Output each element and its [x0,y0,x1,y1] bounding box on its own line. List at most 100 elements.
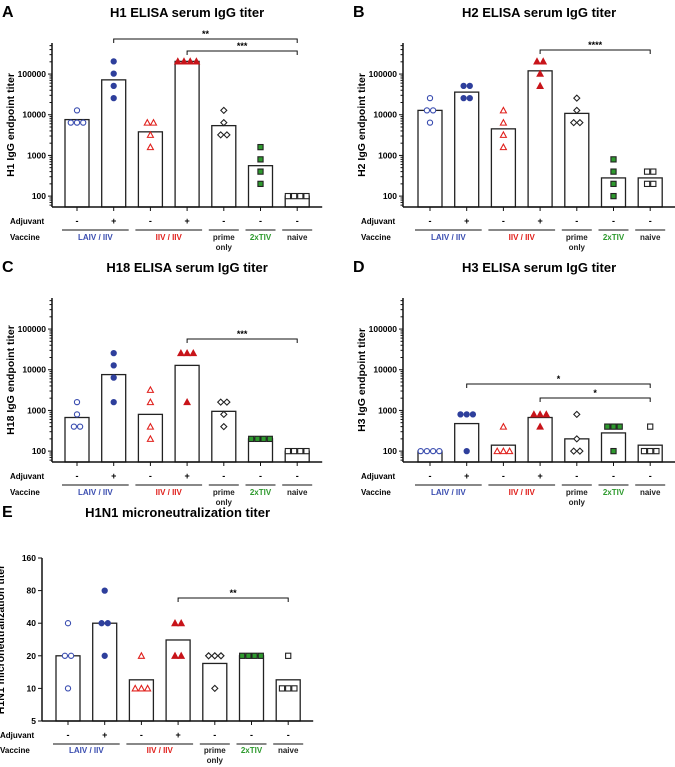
vaccine-group-label: IIV / IIV [147,746,174,755]
data-point [284,447,292,455]
adjuvant-label: Adjuvant [361,217,396,226]
vaccine-group-label: prime [566,488,588,497]
y-tick-label: 20 [27,651,37,661]
data-point [493,446,502,455]
panel-letter: E [2,504,13,521]
data-point [536,422,545,430]
data-point [278,685,286,692]
data-point [223,398,231,406]
panel-d: D H3 ELISA serum IgG titer H3 IgG endpoint… [353,259,675,507]
data-point [80,119,87,126]
data-point [303,192,310,200]
bar-4 [211,124,237,208]
adjuvant-value: - [429,216,432,226]
chart-title: H2 ELISA serum IgG titer [462,5,616,20]
data-point [285,685,292,692]
data-point [146,130,155,138]
data-point [576,447,584,455]
data-point [573,94,581,102]
adjuvant-value: - [429,471,432,481]
adjuvant-value: - [612,216,615,226]
vaccine-group-label: IIV / IIV [156,488,183,497]
adjuvant-value: - [259,216,262,226]
vaccine-label: Vaccine [10,233,40,242]
data-point [67,652,75,659]
adjuvant-value: - [502,471,505,481]
adjuvant-label: Adjuvant [10,472,45,481]
adjuvant-value: - [649,216,652,226]
data-point [616,423,623,430]
bar-0 [55,655,81,722]
vaccine-group-label-line2: only [569,498,586,507]
data-point [266,435,273,443]
data-point [101,652,108,659]
adjuvant-value: - [149,471,152,481]
vaccine-group-label: prime [204,746,226,755]
bar-0 [64,118,90,208]
data-point [460,94,467,102]
data-point [604,423,611,430]
y-axis-label: H18 IgG endpoint titer [5,325,17,435]
data-point [245,652,252,659]
vaccine-group-label: naive [278,746,299,755]
bar-1 [101,373,127,463]
data-point [460,82,467,90]
data-point [466,82,473,90]
data-point [650,168,657,175]
data-point [180,57,188,65]
vaccine-group-label: 2xTIV [603,488,625,497]
data-point [248,435,255,443]
data-point [189,348,198,357]
significance-label: ** [230,588,238,598]
data-point [569,118,578,127]
bar-3 [174,60,200,208]
data-point [146,434,155,442]
bar-5 [247,438,274,463]
data-point [73,398,81,406]
data-point [110,94,117,102]
vaccine-group-label-line2: only [216,498,233,507]
data-point [177,619,186,627]
panel-a: A H1 ELISA serum IgG titer H1 IgG endpoint… [2,4,323,252]
significance-label: * [557,374,561,384]
data-point [303,447,310,455]
data-point [110,70,117,77]
y-tick-label: 100000 [369,324,398,334]
data-point [536,81,545,89]
significance-bracket [539,397,651,402]
data-point [110,374,117,381]
data-point [426,119,434,126]
data-point [643,168,651,175]
vaccine-group-label: 2xTIV [603,233,625,242]
data-point [466,94,473,102]
adjuvant-value: - [76,471,79,481]
data-point [536,410,545,418]
adjuvant-value: + [175,730,180,740]
y-tick-label: 1000 [27,150,46,160]
data-point [573,410,581,419]
data-point [183,397,192,406]
vaccine-group-label: IIV / IIV [156,233,183,242]
adjuvant-value: - [287,730,290,740]
data-point [257,168,264,175]
vaccine-group-label: prime [213,488,235,497]
data-point [239,652,246,659]
vaccine-group-label: naive [640,233,661,242]
y-tick-label: 80 [27,586,37,596]
y-tick-label: 10000 [22,110,46,120]
data-point [429,107,437,114]
data-point [171,619,179,627]
data-point [146,397,155,406]
bar-2 [490,128,517,208]
chart-title: H18 ELISA serum IgG titer [106,260,267,275]
adjuvant-value: - [250,730,253,740]
significance-bracket [539,49,651,54]
adjuvant-value: - [222,471,225,481]
panel-letter: C [2,259,14,276]
bar-1 [454,422,480,463]
adjuvant-value: - [140,730,143,740]
data-point [211,684,219,693]
data-point [505,446,514,455]
data-point [254,435,261,443]
